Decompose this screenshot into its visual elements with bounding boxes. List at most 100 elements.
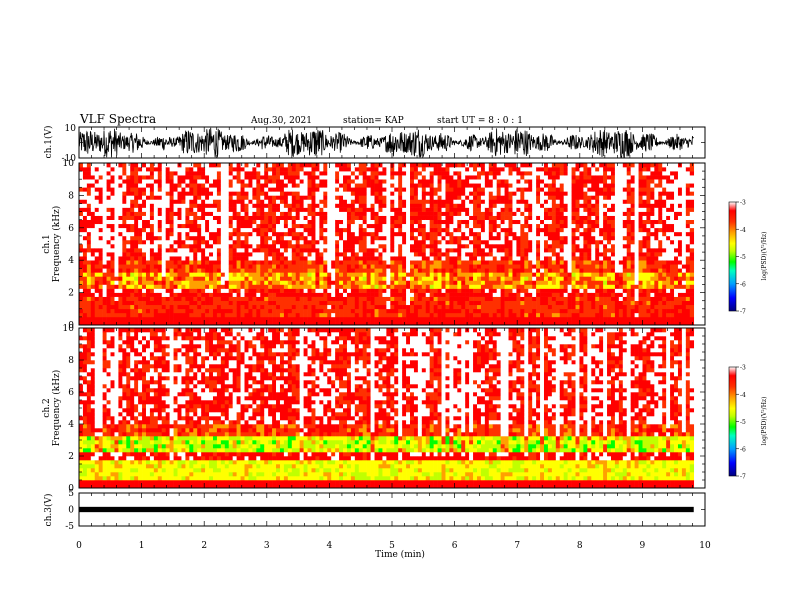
spectrogram-cell bbox=[453, 304, 458, 310]
spectrogram-cell bbox=[406, 308, 411, 314]
spectrogram-cell bbox=[484, 244, 490, 249]
spectrogram-cell bbox=[193, 199, 198, 204]
spectrogram-cell bbox=[201, 288, 206, 293]
spectrogram-cell bbox=[410, 284, 415, 289]
spectrogram-cell bbox=[283, 239, 289, 245]
spectrogram-cell bbox=[216, 219, 222, 225]
spectrogram-cell bbox=[354, 244, 360, 249]
spectrogram-cell bbox=[327, 252, 332, 257]
spectrogram-cell bbox=[358, 300, 364, 306]
spectrogram-cell bbox=[484, 300, 490, 306]
spectrogram-cell bbox=[382, 312, 387, 318]
spectrogram-cell bbox=[276, 163, 281, 168]
spectrogram-cell bbox=[185, 215, 190, 220]
spectrogram-cell bbox=[209, 175, 214, 180]
spectrogram-cell bbox=[252, 231, 257, 237]
spectrogram-cell bbox=[299, 195, 304, 200]
spectrogram-cell bbox=[209, 179, 214, 184]
spectrogram-cell bbox=[110, 235, 115, 241]
spectrogram-cell bbox=[473, 272, 478, 277]
spectrogram-cell bbox=[248, 235, 253, 241]
spectrogram-cell bbox=[165, 268, 170, 273]
spectrogram-cell bbox=[417, 203, 423, 208]
spectrogram-cell bbox=[449, 312, 454, 318]
spectrogram-cell bbox=[209, 268, 214, 273]
spectrogram-cell bbox=[79, 187, 84, 192]
spectrogram-cell bbox=[205, 304, 210, 310]
spectrogram-cell bbox=[374, 256, 379, 261]
spectrogram-cell bbox=[417, 248, 423, 253]
spectrogram-cell bbox=[98, 239, 103, 245]
spectrogram-cell bbox=[555, 183, 561, 188]
spectrogram-cell bbox=[441, 215, 446, 220]
spectrogram-cell bbox=[465, 199, 470, 204]
spectrogram-cell bbox=[410, 244, 415, 249]
spectrogram-cell bbox=[461, 276, 466, 281]
spectrogram-cell bbox=[157, 272, 163, 277]
spectrogram-cell bbox=[165, 284, 170, 289]
spectrogram-cell bbox=[244, 300, 249, 306]
spectrogram-cell bbox=[201, 276, 206, 281]
spectrogram-cell bbox=[406, 284, 411, 289]
spectrogram-cell bbox=[102, 256, 107, 261]
spectrogram-cell bbox=[268, 244, 273, 249]
spectrogram-cell bbox=[398, 268, 403, 273]
spectrogram-cell bbox=[362, 207, 367, 212]
spectrogram-cell bbox=[492, 260, 497, 265]
spectrogram-cell bbox=[209, 252, 214, 257]
spectrogram-cell bbox=[102, 248, 107, 253]
spectrogram-cell bbox=[228, 248, 233, 253]
spectrogram-cell bbox=[480, 219, 486, 225]
spectrogram-cell bbox=[362, 256, 367, 261]
spectrogram-cell bbox=[417, 284, 423, 289]
spectrogram-cell bbox=[386, 175, 391, 180]
spectrogram-cell bbox=[512, 252, 517, 257]
spectrogram-cell bbox=[110, 292, 115, 297]
spectrogram-cell bbox=[130, 284, 135, 289]
spectrogram-cell bbox=[145, 260, 151, 265]
spectrogram-cell bbox=[165, 227, 170, 233]
spectrogram-cell bbox=[149, 284, 155, 289]
spectrogram-cell bbox=[299, 288, 304, 293]
spectrogram-cell bbox=[536, 264, 541, 269]
spectrogram-cell bbox=[378, 223, 383, 229]
spectrogram-cell bbox=[165, 187, 170, 192]
spectrogram-cell bbox=[98, 175, 103, 180]
spectrogram-cell bbox=[480, 207, 486, 212]
spectrogram-cell bbox=[477, 175, 482, 180]
spectrogram-cell bbox=[366, 167, 371, 172]
spectrogram-cell bbox=[142, 235, 147, 241]
spectrogram-cell bbox=[362, 248, 367, 253]
spectrogram-cell bbox=[232, 235, 237, 241]
spectrogram-cell bbox=[421, 191, 427, 196]
spectrogram-cell bbox=[394, 219, 399, 225]
spectrogram-cell bbox=[413, 264, 419, 269]
spectrogram-cell bbox=[540, 231, 545, 237]
spectrogram-cell bbox=[362, 195, 367, 200]
spectrogram-cell bbox=[256, 171, 261, 176]
spectrogram-cell bbox=[94, 276, 99, 281]
spectrogram-cell bbox=[540, 203, 545, 208]
spectrogram-cell bbox=[492, 304, 497, 310]
spectrogram-cell bbox=[130, 175, 135, 180]
spectrogram-cell bbox=[425, 284, 431, 289]
spectrogram-cell bbox=[145, 171, 151, 176]
spectrogram-cell bbox=[165, 223, 170, 229]
spectrogram-cell bbox=[323, 223, 328, 229]
spectrogram-cell bbox=[413, 308, 419, 314]
spectrogram-cell bbox=[445, 264, 450, 269]
spectrogram-cell bbox=[488, 276, 494, 281]
spectrogram-cell bbox=[437, 191, 442, 196]
spectrogram-cell bbox=[370, 312, 375, 318]
spectrogram-cell bbox=[248, 280, 253, 285]
spectrogram-cell bbox=[106, 175, 111, 180]
spectrogram-cell bbox=[551, 203, 557, 208]
spectrogram-cell bbox=[287, 199, 293, 204]
spectrogram-cell bbox=[319, 223, 324, 229]
spectrogram-cell bbox=[331, 244, 336, 249]
spectrogram-cell bbox=[508, 163, 513, 168]
spectrogram-cell bbox=[358, 264, 364, 269]
spectrogram-cell bbox=[134, 260, 139, 265]
spectrogram-cell bbox=[94, 304, 99, 310]
spectrogram-cell bbox=[488, 191, 494, 196]
